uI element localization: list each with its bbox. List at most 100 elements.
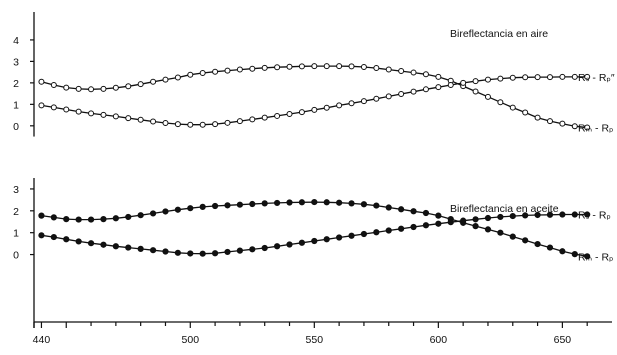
data-point xyxy=(559,211,566,218)
data-point xyxy=(336,63,343,70)
data-point xyxy=(187,121,194,128)
data-point xyxy=(149,210,157,217)
x-axis: 440 500 550 600 650 xyxy=(33,321,612,346)
data-point xyxy=(174,249,181,256)
data-point xyxy=(534,240,541,248)
data-point xyxy=(236,247,243,254)
data-point xyxy=(125,83,132,90)
data-point xyxy=(323,236,330,243)
series-line-1 xyxy=(41,76,588,126)
data-point xyxy=(447,82,454,89)
data-point xyxy=(249,116,256,123)
data-point xyxy=(472,223,479,230)
data-point xyxy=(497,75,504,82)
data-point xyxy=(385,204,392,211)
data-point xyxy=(571,73,578,80)
data-point xyxy=(497,229,504,236)
data-point xyxy=(584,73,591,80)
x-tick-label: 650 xyxy=(554,334,572,346)
data-point xyxy=(87,240,95,247)
data-point xyxy=(435,73,442,80)
data-point xyxy=(261,114,268,121)
y-tick-label: 0 xyxy=(13,121,19,133)
y-tick-label: 2 xyxy=(13,78,19,90)
data-point xyxy=(509,74,516,81)
data-point xyxy=(348,63,355,70)
data-point xyxy=(212,68,219,75)
data-point xyxy=(484,226,492,233)
data-point xyxy=(422,209,430,217)
data-point xyxy=(236,66,243,73)
data-point xyxy=(336,102,343,109)
data-point xyxy=(100,216,107,223)
data-point xyxy=(435,84,442,91)
data-point xyxy=(125,213,132,221)
data-point xyxy=(348,100,355,107)
data-point xyxy=(311,237,318,245)
data-point xyxy=(274,112,281,119)
data-point xyxy=(398,225,405,232)
data-point xyxy=(162,76,169,83)
data-point xyxy=(311,106,318,113)
data-point xyxy=(373,202,380,209)
data-point xyxy=(311,63,318,70)
data-point xyxy=(522,109,529,116)
data-point xyxy=(224,248,231,256)
data-point xyxy=(286,241,293,248)
data-point xyxy=(224,119,231,126)
data-point xyxy=(87,216,95,223)
data-point xyxy=(112,243,119,250)
data-point xyxy=(311,198,318,206)
data-point xyxy=(150,118,157,125)
data-point xyxy=(236,201,243,208)
data-point xyxy=(460,217,467,224)
data-point xyxy=(472,216,479,223)
data-point xyxy=(187,71,194,78)
data-point xyxy=(534,211,541,219)
data-point xyxy=(50,104,57,111)
data-point xyxy=(137,81,144,88)
data-point xyxy=(187,250,194,257)
data-point xyxy=(286,111,293,118)
data-point xyxy=(509,212,516,220)
data-point xyxy=(546,211,554,218)
x-tick-label: 440 xyxy=(33,334,51,346)
data-point xyxy=(112,113,119,120)
data-point xyxy=(472,78,479,85)
data-point xyxy=(224,202,231,209)
data-point xyxy=(422,71,429,78)
data-point xyxy=(199,203,206,210)
data-point xyxy=(546,74,553,81)
data-point xyxy=(348,232,355,239)
data-point xyxy=(497,213,504,221)
data-point xyxy=(211,202,219,210)
data-point xyxy=(187,205,194,212)
data-point xyxy=(509,233,516,240)
data-point xyxy=(75,108,82,115)
data-point xyxy=(571,251,578,258)
data-point xyxy=(360,230,368,238)
data-point xyxy=(323,199,330,206)
data-point xyxy=(373,65,380,72)
data-point xyxy=(38,212,45,219)
series-line-0 xyxy=(41,65,588,129)
series-label: Rₘ - Rₚ xyxy=(578,251,614,263)
y-tick-label: 1 xyxy=(13,228,19,240)
data-point xyxy=(50,214,57,221)
data-point xyxy=(460,79,467,86)
data-point xyxy=(323,104,330,111)
data-point xyxy=(559,120,566,127)
data-point xyxy=(274,199,281,207)
data-point xyxy=(100,85,107,92)
data-point xyxy=(559,73,566,80)
data-point xyxy=(435,212,442,219)
data-point xyxy=(385,227,392,234)
data-point xyxy=(88,110,95,117)
panel-title: Bireflectancia en aceite xyxy=(450,203,559,215)
data-point xyxy=(174,206,181,213)
series-label: Rₘ - Rₚ xyxy=(578,123,614,135)
series-label: Rₛ - Rₚ xyxy=(578,210,611,222)
data-point xyxy=(422,86,429,93)
data-point xyxy=(261,244,268,252)
